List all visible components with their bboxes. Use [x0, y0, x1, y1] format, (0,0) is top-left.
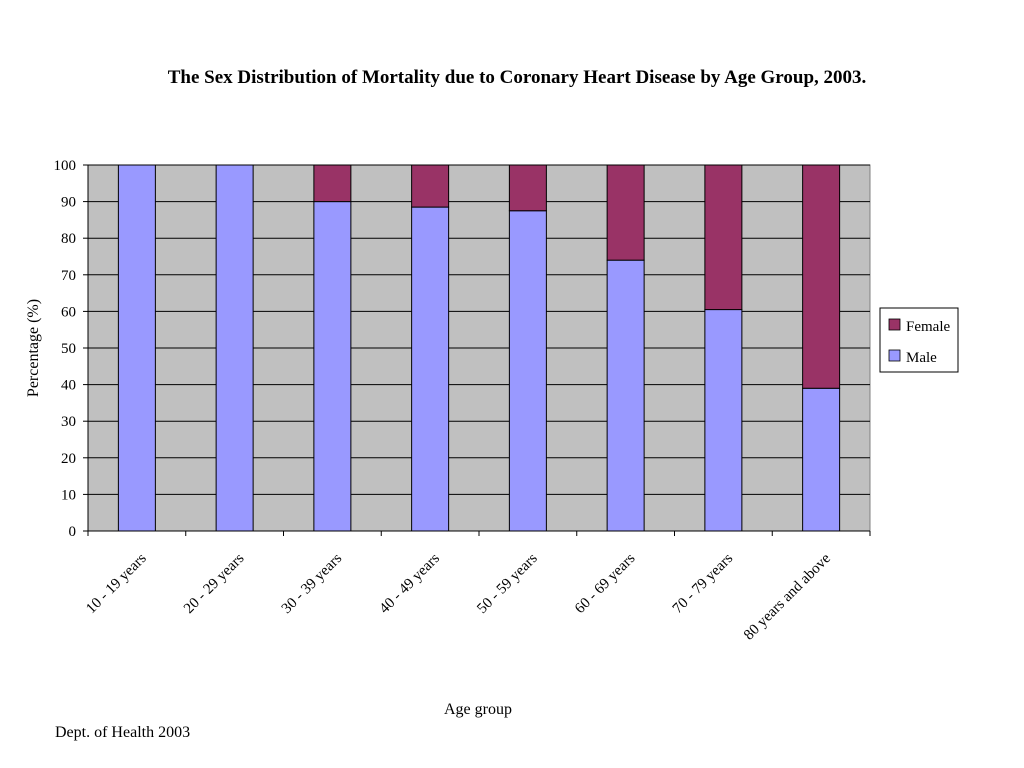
- x-tick-label: 50 - 59 years: [474, 550, 541, 617]
- y-axis-label: Percentage (%): [25, 299, 42, 397]
- legend-swatch-male: [888, 349, 901, 362]
- x-tick-label: 70 - 79 years: [670, 550, 737, 617]
- y-tick-label: 10: [61, 487, 76, 503]
- legend-label-male: Male: [906, 350, 937, 366]
- x-axis-label: Age group: [444, 701, 512, 718]
- y-tick-label: 50: [61, 341, 76, 357]
- legend-label-female: Female: [906, 319, 950, 335]
- y-tick-label: 0: [69, 524, 77, 540]
- bar-female: [508, 164, 547, 212]
- x-tick-label: 20 - 29 years: [181, 550, 248, 617]
- x-tick-label: 40 - 49 years: [377, 550, 444, 617]
- x-tick-label: 30 - 39 years: [279, 550, 346, 617]
- bar-male: [313, 201, 352, 532]
- bar-male: [704, 309, 743, 532]
- bars: [117, 164, 841, 532]
- x-tick-label: 60 - 69 years: [572, 550, 639, 617]
- bar-male: [117, 164, 156, 532]
- bar-female: [313, 164, 352, 203]
- bar-male: [411, 206, 450, 532]
- bar-male: [606, 259, 645, 532]
- y-tick-label: 70: [61, 268, 76, 284]
- x-tick-labels: 10 - 19 years 20 - 29 years 30 - 39 years 4…: [83, 550, 834, 643]
- y-tick-label: 60: [61, 304, 76, 320]
- y-tick-label: 40: [61, 378, 76, 394]
- chart: The Sex Distribution of Mortality due to…: [25, 67, 959, 718]
- y-tick-label: 80: [61, 231, 76, 247]
- bar-male: [508, 210, 547, 532]
- chart-title: The Sex Distribution of Mortality due to…: [168, 67, 867, 88]
- y-tick-label: 90: [61, 195, 76, 211]
- y-tick-label: 20: [61, 451, 76, 467]
- legend-swatch-female: [888, 318, 901, 331]
- x-tick-label: 10 - 19 years: [83, 550, 150, 617]
- bar-female: [704, 164, 743, 311]
- y-tick-label: 100: [54, 158, 77, 174]
- bar-female: [411, 164, 450, 208]
- y-tick-label: 30: [61, 414, 76, 430]
- bar-male: [215, 164, 254, 532]
- x-tick-label: 80 years and above: [741, 550, 834, 643]
- bar-female: [606, 164, 645, 261]
- y-tick-labels: 0 10 20 30 40 50 60 70 80 90 100: [54, 158, 77, 540]
- bar-male: [802, 387, 841, 532]
- source-footnote: Dept. of Health 2003: [55, 724, 191, 741]
- legend: Female Male: [879, 307, 959, 373]
- bar-female: [802, 164, 841, 389]
